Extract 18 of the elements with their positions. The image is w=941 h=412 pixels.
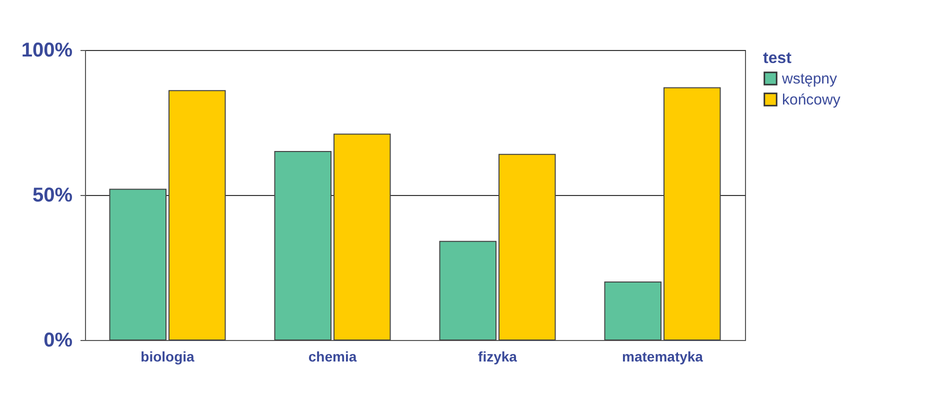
bar xyxy=(333,134,391,340)
y-tick-label: 50% xyxy=(32,184,73,206)
bar xyxy=(663,87,721,340)
bar xyxy=(604,282,662,340)
bar xyxy=(168,90,226,340)
x-tick-label: biologia xyxy=(140,348,195,364)
legend-label: wstępny xyxy=(781,70,838,88)
legend-label: końcowy xyxy=(782,92,841,108)
x-tick-label: chemia xyxy=(308,348,357,364)
bar xyxy=(439,240,497,340)
bar xyxy=(274,151,332,340)
y-tick-label: 100% xyxy=(21,40,73,62)
bar xyxy=(109,188,167,340)
legend-title: test xyxy=(763,50,792,67)
x-tick-label: matematyka xyxy=(622,348,704,364)
bar xyxy=(498,154,556,340)
x-tick-label: fizyka xyxy=(478,348,518,364)
y-tick-label: 0% xyxy=(44,330,73,352)
